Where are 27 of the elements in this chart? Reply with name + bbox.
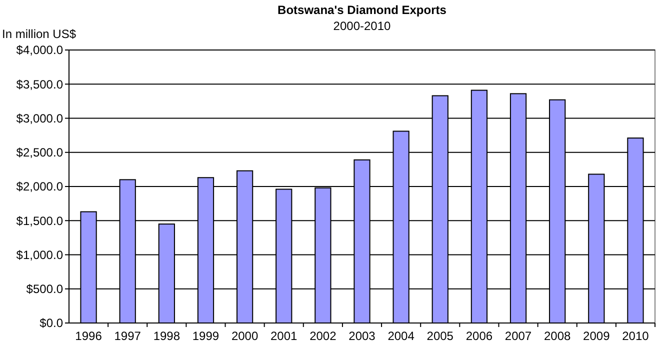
chart-title: Botswana's Diamond Exports bbox=[278, 3, 447, 17]
chart-subtitle: 2000-2010 bbox=[333, 19, 392, 33]
y-tick-label: $3,000.0 bbox=[16, 111, 64, 126]
x-tick-label: 2004 bbox=[388, 329, 415, 343]
x-tick-label: 1999 bbox=[192, 329, 220, 343]
x-tick-label: 2005 bbox=[426, 329, 454, 343]
x-tick-label: 2003 bbox=[348, 329, 376, 343]
y-tick-label: $1,500.0 bbox=[16, 214, 64, 228]
x-tick-label: 2007 bbox=[504, 329, 532, 343]
x-tick-label: 2001 bbox=[270, 329, 298, 343]
x-tick-label: 1997 bbox=[114, 329, 142, 343]
y-tick-label: $2,000.0 bbox=[16, 180, 64, 194]
x-tick-label: 2009 bbox=[583, 329, 610, 343]
x-tick-label: 2010 bbox=[622, 329, 650, 343]
y-axis-title: In million US$ bbox=[2, 27, 76, 41]
x-tick-label: 2002 bbox=[310, 329, 337, 343]
y-tick-label: $3,500.0 bbox=[16, 77, 64, 92]
y-tick-label: $4,000.0 bbox=[16, 43, 64, 58]
y-tick-label: $500.0 bbox=[26, 282, 64, 296]
y-tick-label: $0.0 bbox=[40, 316, 64, 330]
x-tick-label: 1998 bbox=[153, 329, 180, 343]
y-tick-label: $1,000.0 bbox=[16, 248, 64, 262]
x-tick-label: 2008 bbox=[544, 329, 572, 343]
y-tick-label: $2,500.0 bbox=[16, 146, 64, 160]
x-tick-label: 2000 bbox=[231, 329, 258, 343]
x-tick-label: 2006 bbox=[466, 329, 493, 343]
x-tick-label: 1996 bbox=[75, 329, 102, 343]
